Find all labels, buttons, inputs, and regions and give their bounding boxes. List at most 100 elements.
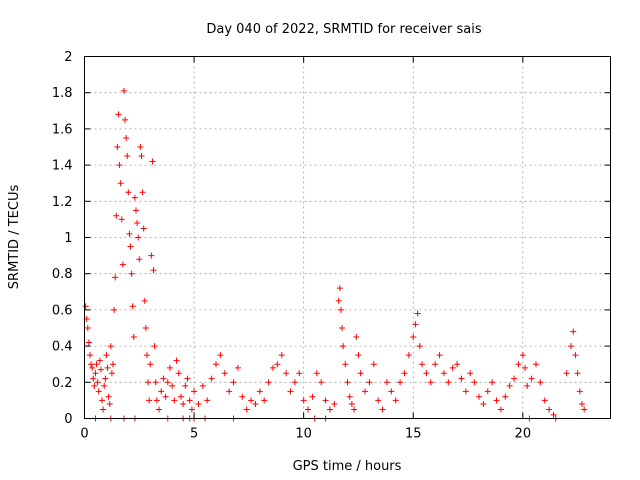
data-points xyxy=(82,87,588,422)
data-point xyxy=(147,361,154,368)
data-point xyxy=(410,334,417,341)
data-point xyxy=(217,352,224,359)
data-point xyxy=(191,388,198,395)
data-point xyxy=(160,375,167,382)
x-tick-label: 15 xyxy=(405,427,422,442)
data-point xyxy=(86,352,93,359)
data-point xyxy=(471,379,478,386)
data-point xyxy=(96,357,103,364)
data-point xyxy=(351,406,358,413)
data-point xyxy=(305,406,312,413)
data-point xyxy=(576,388,583,395)
data-point xyxy=(131,194,138,201)
data-point xyxy=(99,397,106,404)
data-point xyxy=(506,382,513,389)
x-tick-label: 0 xyxy=(80,427,88,442)
data-point xyxy=(141,297,148,304)
data-point xyxy=(91,382,98,389)
data-point xyxy=(502,393,509,400)
data-point xyxy=(152,379,159,386)
data-point xyxy=(574,370,581,377)
data-point xyxy=(101,382,108,389)
data-point xyxy=(143,352,150,359)
data-point xyxy=(532,361,539,368)
data-point xyxy=(563,370,570,377)
data-point xyxy=(570,328,577,335)
data-point xyxy=(392,397,399,404)
data-point xyxy=(118,216,125,223)
grid-lines xyxy=(84,56,611,419)
data-point xyxy=(148,252,155,259)
data-point xyxy=(162,393,169,400)
data-point xyxy=(326,406,333,413)
data-point xyxy=(524,382,531,389)
data-point xyxy=(130,334,137,341)
data-point xyxy=(115,111,122,118)
x-tick-label: 10 xyxy=(295,427,312,442)
x-axis-label: GPS time / hours xyxy=(293,459,402,474)
data-point xyxy=(136,256,143,263)
data-point xyxy=(357,370,364,377)
data-point xyxy=(579,401,586,408)
data-point xyxy=(355,352,362,359)
y-tick-label: 1.4 xyxy=(52,159,73,174)
data-point xyxy=(379,406,386,413)
chart-title: Day 040 of 2022, SRMTID for receiver sai… xyxy=(206,22,482,37)
data-point xyxy=(177,393,184,400)
y-tick-label: 0.8 xyxy=(52,267,73,282)
data-point xyxy=(139,189,146,196)
data-point xyxy=(88,361,95,368)
y-tick-label: 0.6 xyxy=(52,303,73,318)
data-point xyxy=(173,357,180,364)
data-point xyxy=(234,364,241,371)
data-point xyxy=(204,397,211,404)
data-point xyxy=(522,364,529,371)
data-point xyxy=(336,285,343,292)
data-point xyxy=(337,306,344,313)
data-point xyxy=(109,361,116,368)
data-point xyxy=(287,388,294,395)
data-point xyxy=(137,144,144,150)
data-point xyxy=(153,397,160,404)
data-point xyxy=(300,397,307,404)
data-point xyxy=(309,393,316,400)
data-point xyxy=(291,379,298,386)
axis-ticks xyxy=(84,56,611,419)
data-point xyxy=(166,364,173,371)
data-point xyxy=(370,361,377,368)
data-point xyxy=(116,162,123,169)
data-point xyxy=(322,397,329,404)
data-point xyxy=(188,406,195,413)
data-point xyxy=(113,212,120,219)
data-point xyxy=(230,379,237,386)
data-point xyxy=(419,361,426,368)
data-point xyxy=(138,153,145,160)
data-point xyxy=(388,388,395,395)
data-point xyxy=(127,243,134,250)
data-point xyxy=(97,366,104,373)
data-point xyxy=(85,339,92,346)
data-point xyxy=(134,220,141,227)
data-point xyxy=(239,393,246,400)
data-point xyxy=(125,189,132,196)
data-point xyxy=(151,343,158,350)
data-point xyxy=(342,361,349,368)
data-point xyxy=(119,261,126,268)
data-point xyxy=(462,388,469,395)
data-point xyxy=(458,375,465,382)
data-point xyxy=(133,207,140,214)
data-point xyxy=(362,388,369,395)
data-point xyxy=(169,382,176,389)
y-tick-label: 0.2 xyxy=(52,376,73,391)
data-point xyxy=(175,370,182,377)
data-point xyxy=(339,325,346,331)
data-point xyxy=(90,375,97,382)
data-point xyxy=(348,401,355,408)
data-point xyxy=(221,370,228,377)
data-point xyxy=(140,225,147,232)
data-point xyxy=(283,370,290,377)
data-point xyxy=(243,406,250,413)
data-point xyxy=(541,397,548,404)
x-tick-label: 5 xyxy=(190,427,198,442)
y-tick-label: 1 xyxy=(64,231,72,246)
